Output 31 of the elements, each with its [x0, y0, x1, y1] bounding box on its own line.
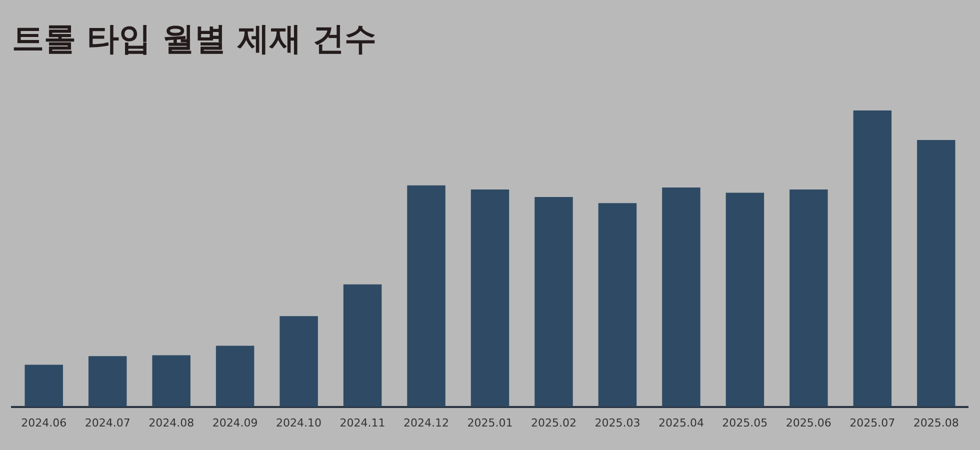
x-tick-label: 2024.11 [340, 416, 386, 430]
x-tick-label: 2024.06 [21, 416, 67, 430]
bar [280, 316, 318, 407]
bar [853, 110, 892, 407]
bar [598, 203, 637, 407]
bar [534, 196, 573, 407]
bar [470, 190, 510, 407]
x-tick-label: 2025.04 [658, 416, 704, 430]
bar [662, 187, 700, 407]
x-tick-label: 2024.08 [148, 416, 194, 430]
x-tick-label: 2025.08 [913, 416, 959, 430]
bar [790, 190, 828, 407]
bar [726, 192, 764, 407]
x-tick-label: 2024.10 [276, 416, 322, 430]
bar [88, 356, 127, 407]
x-tick-label: 2025.05 [722, 416, 768, 430]
x-tick-label: 2024.12 [404, 416, 450, 430]
x-tick-label: 2025.07 [850, 416, 896, 430]
chart-title: 트롤 타입 월별 제재 건수 [12, 20, 377, 58]
bar [343, 284, 382, 407]
bar [152, 355, 190, 407]
x-tick-label: 2024.09 [212, 416, 258, 430]
bar [24, 364, 63, 407]
x-tick-label: 2025.03 [594, 416, 640, 430]
x-tick-label: 2025.01 [467, 416, 513, 430]
x-tick-label: 2025.02 [530, 416, 576, 430]
bar [407, 185, 446, 407]
x-tick-label: 2025.06 [786, 416, 832, 430]
bar [917, 140, 956, 407]
x-tick-label: 2024.07 [84, 416, 130, 430]
bar [216, 346, 254, 407]
